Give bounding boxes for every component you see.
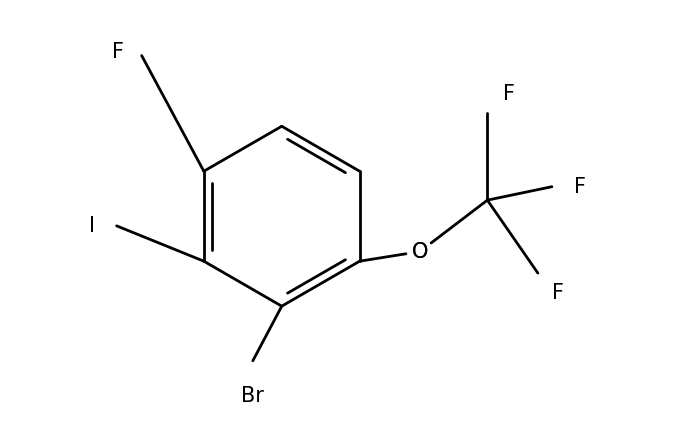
Text: F: F: [112, 42, 125, 62]
Text: F: F: [503, 84, 516, 104]
Text: O: O: [412, 242, 428, 262]
Text: F: F: [552, 283, 563, 303]
Text: I: I: [89, 216, 95, 236]
Text: Br: Br: [242, 386, 264, 406]
Text: O: O: [412, 242, 428, 262]
Text: F: F: [574, 177, 586, 197]
